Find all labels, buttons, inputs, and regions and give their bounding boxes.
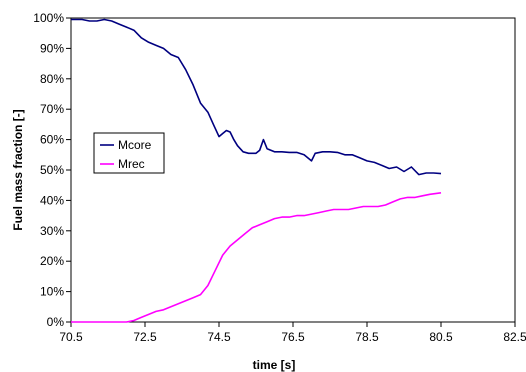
series-line-mcore (71, 18, 442, 176)
y-axis: 0% 10% 20% 30% 40% 50% 60% 70% 80% 90% 100% (33, 11, 71, 329)
x-axis-label: time [s] (253, 358, 296, 372)
series-line-mrec (71, 192, 442, 323)
x-tick-label: 76.5 (281, 330, 305, 344)
x-tick-label: 74.5 (207, 330, 231, 344)
x-axis: 70.5 72.5 74.5 76.5 78.5 80.5 82.5 (59, 322, 526, 344)
y-tick-label: 60% (40, 133, 64, 147)
legend-label-mcore: Mcore (118, 138, 152, 152)
y-tick-label: 80% (40, 72, 64, 86)
y-tick-label: 100% (33, 11, 64, 25)
y-tick-label: 20% (40, 254, 64, 268)
y-tick-label: 30% (40, 224, 64, 238)
y-tick-label: 50% (40, 163, 64, 177)
y-tick-label: 90% (40, 41, 64, 55)
legend: Mcore Mrec (93, 132, 165, 174)
x-tick-label: 80.5 (429, 330, 453, 344)
y-tick-label: 40% (40, 193, 64, 207)
y-axis-label: Fuel mass fraction [-] (11, 109, 25, 230)
y-tick-label: 0% (47, 315, 65, 329)
y-tick-label: 70% (40, 102, 64, 116)
x-tick-label: 72.5 (133, 330, 157, 344)
x-tick-label: 78.5 (355, 330, 379, 344)
legend-label-mrec: Mrec (118, 157, 145, 171)
legend-box (93, 132, 165, 174)
series-layer (71, 18, 442, 323)
y-tick-label: 10% (40, 285, 64, 299)
x-tick-label: 82.5 (503, 330, 526, 344)
x-tick-label: 70.5 (59, 330, 83, 344)
